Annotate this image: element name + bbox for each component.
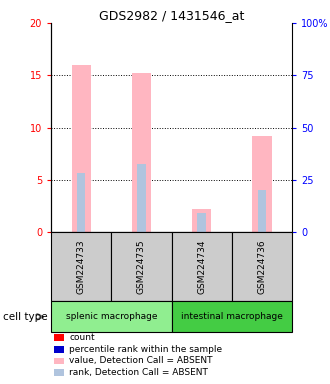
Bar bbox=[54, 358, 64, 364]
Bar bbox=[137, 164, 146, 232]
Bar bbox=[172, 232, 232, 301]
Text: GSM224736: GSM224736 bbox=[257, 240, 266, 294]
Title: GDS2982 / 1431546_at: GDS2982 / 1431546_at bbox=[99, 9, 244, 22]
Text: GSM224733: GSM224733 bbox=[77, 240, 86, 294]
Text: value, Detection Call = ABSENT: value, Detection Call = ABSENT bbox=[69, 356, 213, 366]
Bar bbox=[72, 65, 91, 232]
Bar bbox=[172, 301, 292, 332]
Bar bbox=[258, 190, 266, 232]
Text: splenic macrophage: splenic macrophage bbox=[66, 312, 157, 321]
Text: count: count bbox=[69, 333, 95, 343]
Text: intestinal macrophage: intestinal macrophage bbox=[181, 312, 283, 321]
Bar bbox=[192, 209, 211, 232]
Bar bbox=[51, 301, 172, 332]
Bar bbox=[197, 214, 206, 232]
Bar bbox=[132, 73, 151, 232]
Text: GSM224734: GSM224734 bbox=[197, 240, 206, 294]
Bar bbox=[54, 369, 64, 376]
Bar bbox=[252, 136, 272, 232]
Bar bbox=[51, 232, 112, 301]
Bar bbox=[112, 232, 172, 301]
Text: GSM224735: GSM224735 bbox=[137, 240, 146, 294]
Bar bbox=[77, 173, 85, 232]
Bar bbox=[54, 346, 64, 353]
Bar bbox=[232, 232, 292, 301]
Text: rank, Detection Call = ABSENT: rank, Detection Call = ABSENT bbox=[69, 368, 208, 377]
Bar bbox=[54, 334, 64, 341]
Text: percentile rank within the sample: percentile rank within the sample bbox=[69, 345, 222, 354]
Text: cell type: cell type bbox=[3, 312, 48, 322]
